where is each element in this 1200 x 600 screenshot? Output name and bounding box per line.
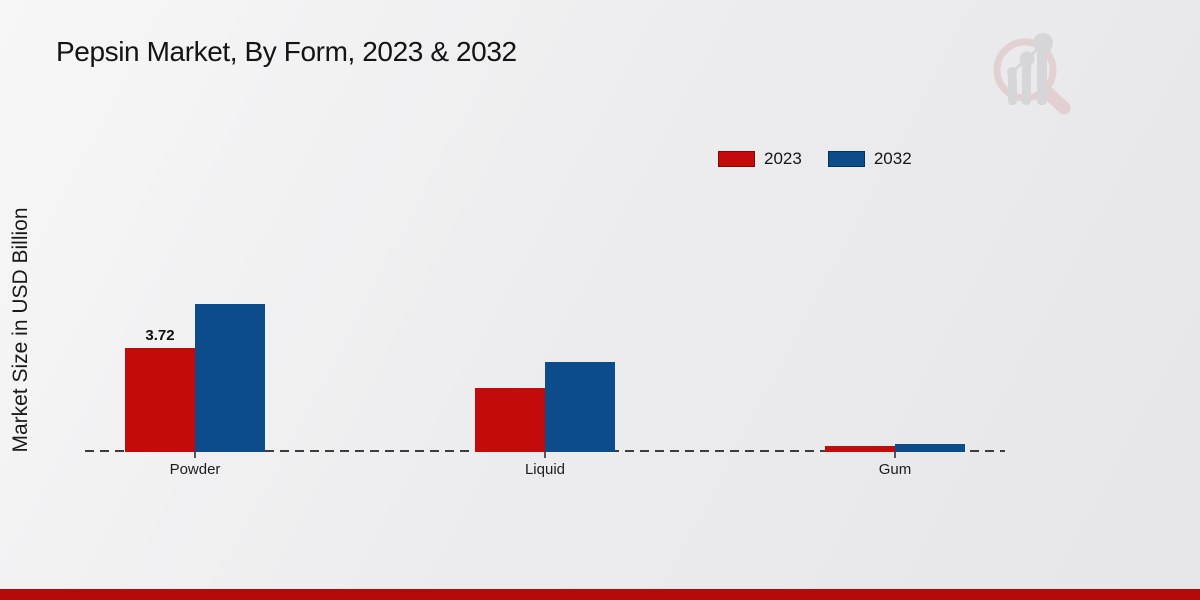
legend-label: 2023 xyxy=(764,149,802,168)
x-category-label: Powder xyxy=(169,461,221,478)
x-category-label: Gum xyxy=(878,461,912,478)
bar-2023-Liquid xyxy=(475,388,545,452)
bar-value-label: 3.72 xyxy=(145,327,175,344)
chart-title: Pepsin Market, By Form, 2023 & 2032 xyxy=(56,36,517,67)
plot-area: Powder 3.72 Liquid Gum xyxy=(85,250,1005,478)
legend-swatch-2032 xyxy=(827,151,865,167)
x-axis-tick xyxy=(894,452,896,458)
bar-2032-Powder xyxy=(195,304,265,452)
y-axis-label: Market Size in USD Billion xyxy=(9,207,32,453)
bar-2023-Gum xyxy=(825,446,895,452)
legend-swatch-2023 xyxy=(718,151,755,167)
bar-2032-Liquid xyxy=(545,362,615,452)
x-axis-tick xyxy=(544,452,546,458)
bar-2032-Gum xyxy=(895,444,965,452)
footer-stripe xyxy=(0,589,1200,600)
bar-2023-Powder xyxy=(125,348,195,452)
legend-label: 2032 xyxy=(873,149,912,168)
x-axis-tick xyxy=(194,452,196,458)
legend: 2023 2032 xyxy=(718,149,912,169)
legend-item-2023: 2023 xyxy=(718,149,802,169)
x-category-label: Liquid xyxy=(524,461,566,478)
magnifier-bar-chart-logo-icon xyxy=(993,33,1071,115)
legend-item-2032: 2032 xyxy=(827,149,912,169)
